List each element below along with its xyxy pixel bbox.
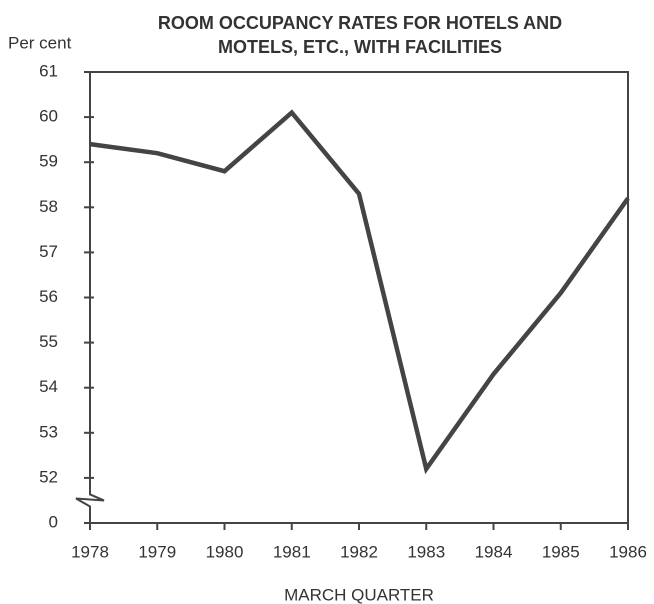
x-tick-label: 1980 (206, 542, 244, 561)
chart-title: ROOM OCCUPANCY RATES FOR HOTELS AND (158, 13, 562, 33)
y-tick-label: 59 (39, 152, 58, 171)
x-axis-label: MARCH QUARTER (284, 585, 434, 604)
x-tick-label: 1983 (407, 542, 445, 561)
y-tick-label: 52 (39, 467, 58, 486)
y-tick-label: 53 (39, 422, 58, 441)
y-tick-label: 56 (39, 287, 58, 306)
y-tick-label: 57 (39, 242, 58, 261)
y-tick-label: 60 (39, 107, 58, 126)
data-line (89, 109, 630, 475)
x-tick-label: 1979 (138, 542, 176, 561)
x-tick-label: 1984 (475, 542, 513, 561)
y-axis-label: Per cent (8, 33, 72, 52)
y-tick-label: 61 (39, 61, 58, 80)
x-tick-label: 1978 (71, 542, 109, 561)
x-tick-label: 1981 (273, 542, 311, 561)
chart-title: MOTELS, ETC., WITH FACILITIES (218, 37, 502, 57)
y-tick-label: 58 (39, 197, 58, 216)
x-tick-label: 1986 (609, 542, 647, 561)
y-tick-label: 55 (39, 332, 58, 351)
x-tick-label: 1982 (340, 542, 378, 561)
y-axis (75, 72, 105, 523)
x-tick-label: 1985 (542, 542, 580, 561)
y-tick-label: 0 (49, 512, 58, 531)
plot-frame (90, 71, 629, 524)
y-tick-label: 54 (39, 377, 58, 396)
